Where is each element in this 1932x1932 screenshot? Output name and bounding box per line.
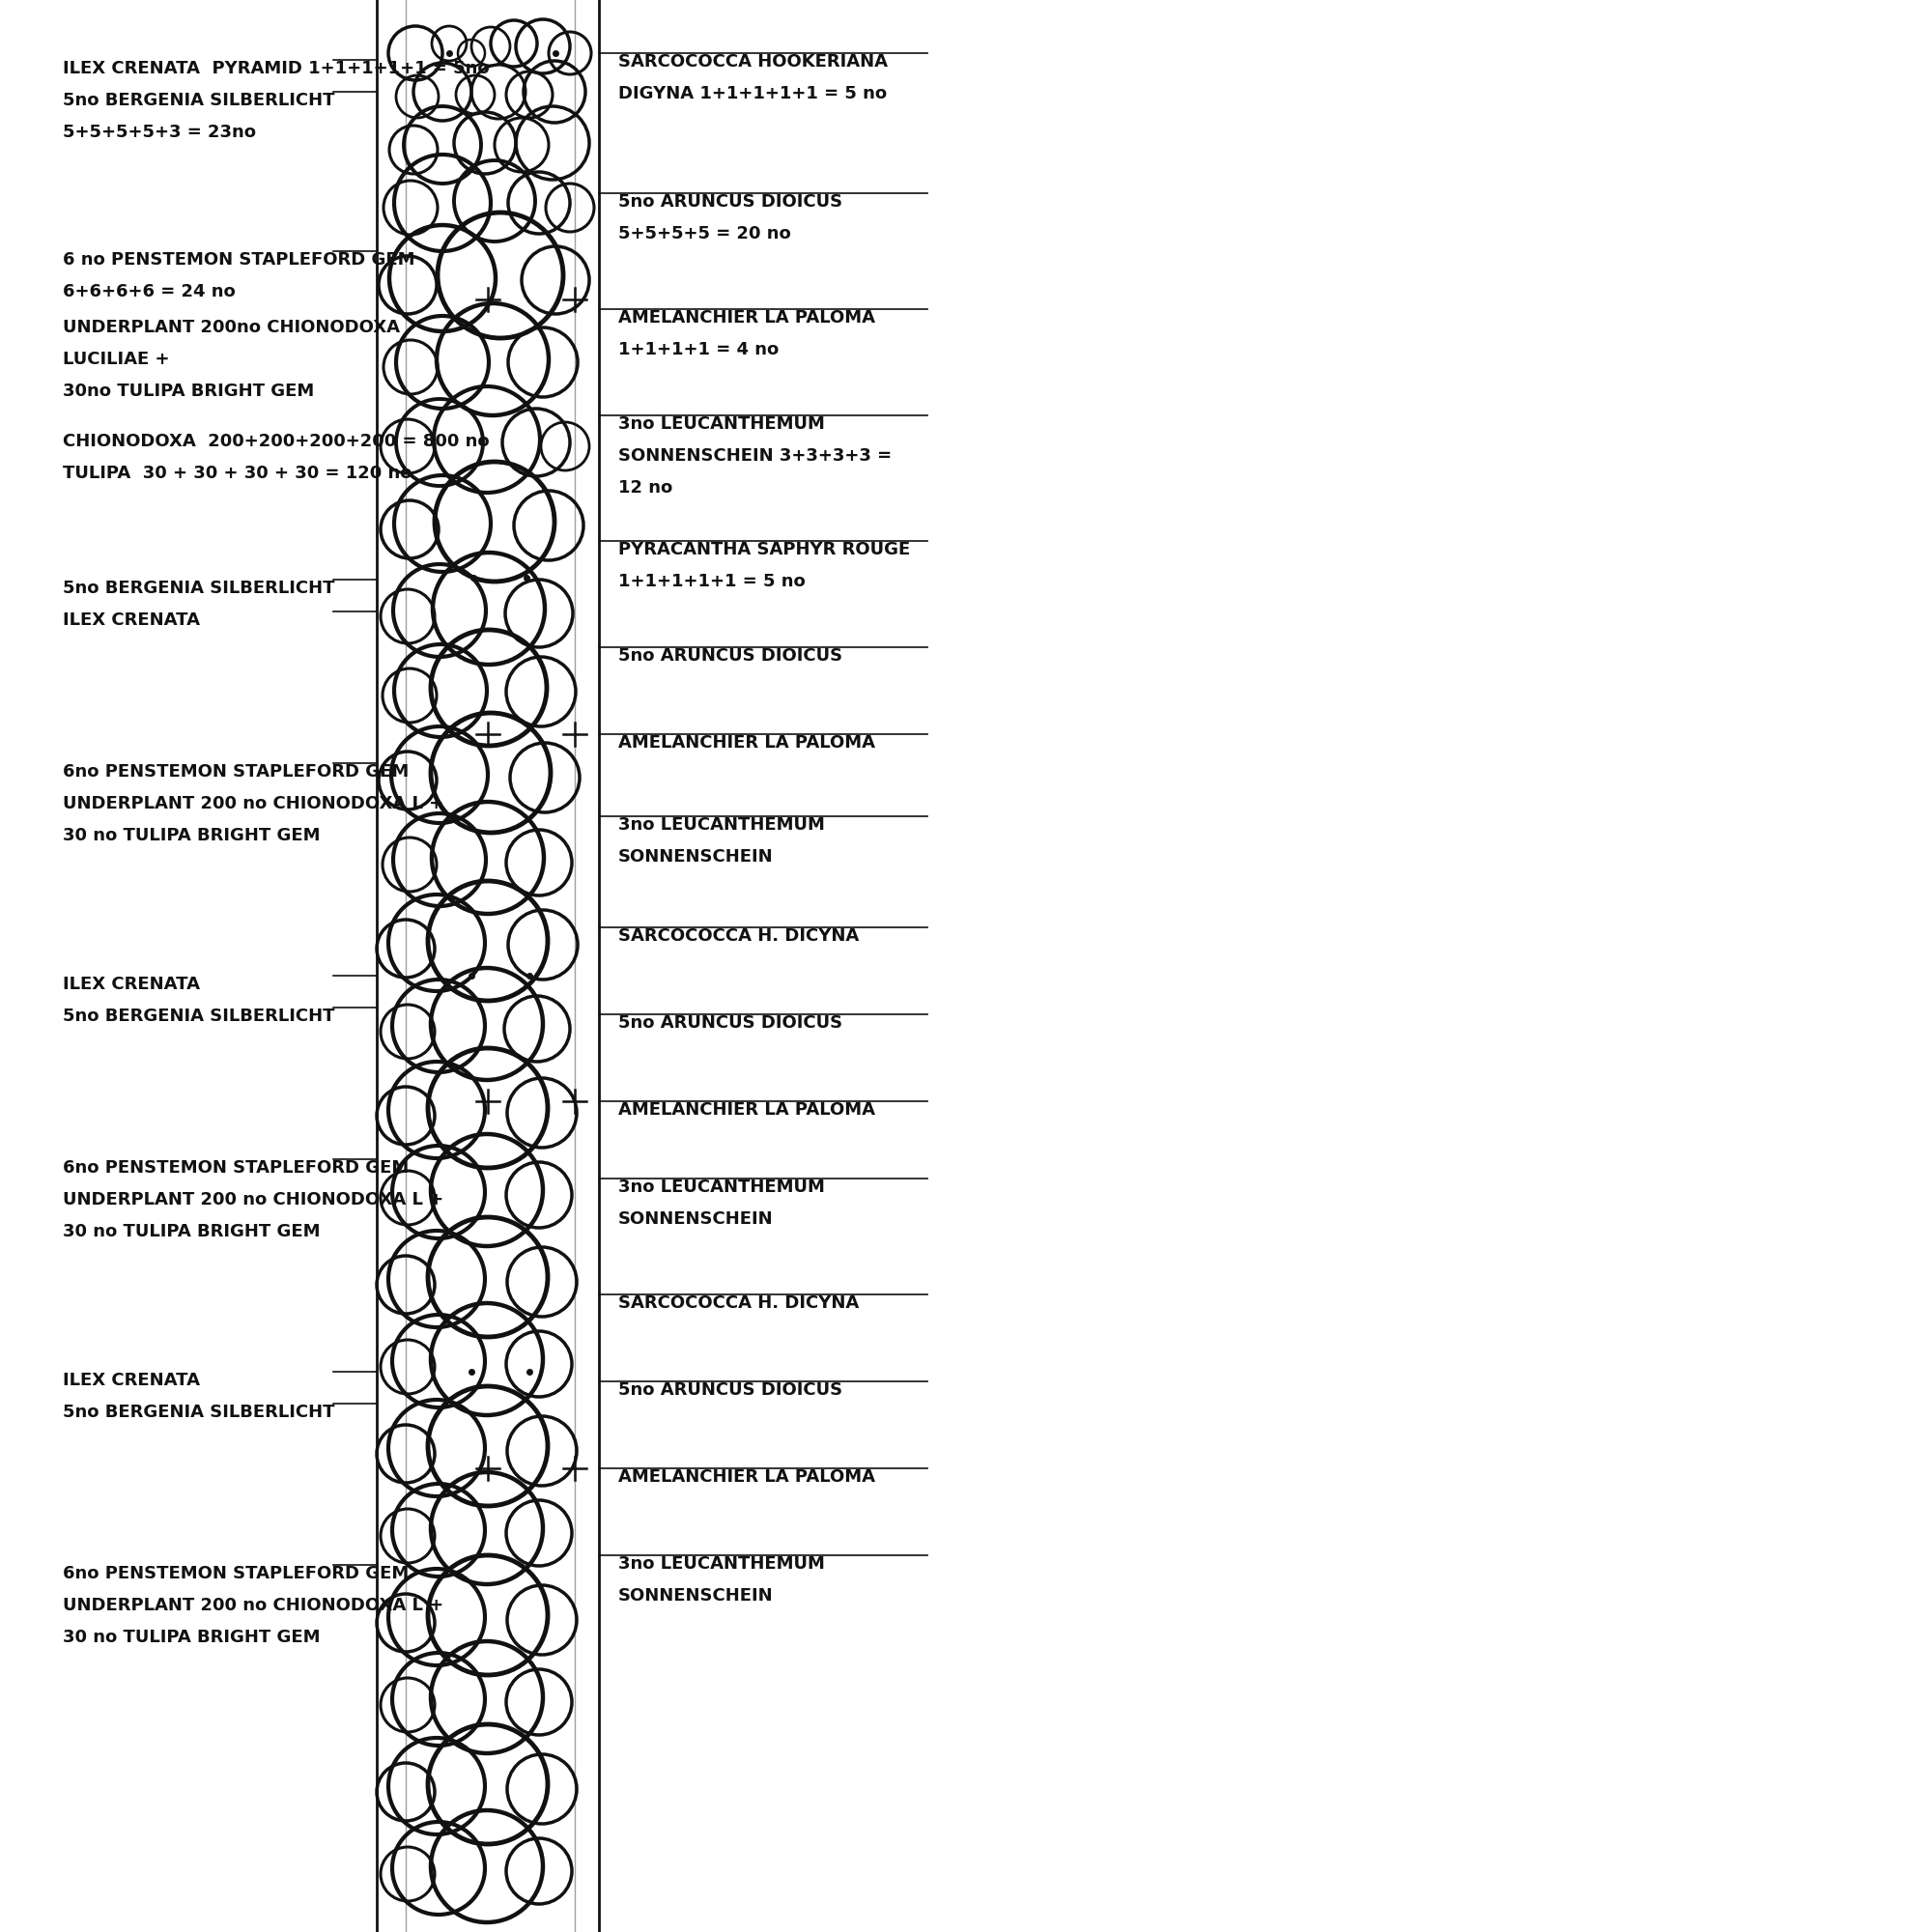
Text: TULIPA  30 + 30 + 30 + 30 = 120 no: TULIPA 30 + 30 + 30 + 30 = 120 no <box>62 464 412 481</box>
Text: 30no TULIPA BRIGHT GEM: 30no TULIPA BRIGHT GEM <box>62 383 315 400</box>
Text: 5no ARUNCUS DIOICUS: 5no ARUNCUS DIOICUS <box>618 1381 842 1399</box>
Text: 6no PENSTEMON STAPLEFORD GEM: 6no PENSTEMON STAPLEFORD GEM <box>62 763 410 781</box>
Text: 30 no TULIPA BRIGHT GEM: 30 no TULIPA BRIGHT GEM <box>62 1629 321 1646</box>
Text: UNDERPLANT 200 no CHIONODOXA L +: UNDERPLANT 200 no CHIONODOXA L + <box>62 796 444 811</box>
Text: SARCOCOCCA H. DICYNA: SARCOCOCCA H. DICYNA <box>618 1294 860 1312</box>
Text: ILEX CRENATA: ILEX CRENATA <box>62 611 201 630</box>
Text: SARCOCOCCA HOOKERIANA: SARCOCOCCA HOOKERIANA <box>618 52 889 70</box>
Text: 6no PENSTEMON STAPLEFORD GEM: 6no PENSTEMON STAPLEFORD GEM <box>62 1565 410 1582</box>
Text: 3no LEUCANTHEMUM: 3no LEUCANTHEMUM <box>618 1555 825 1573</box>
Text: 3no LEUCANTHEMUM: 3no LEUCANTHEMUM <box>618 815 825 835</box>
Text: DIGYNA 1+1+1+1+1 = 5 no: DIGYNA 1+1+1+1+1 = 5 no <box>618 85 887 102</box>
Text: SONNENSCHEIN 3+3+3+3 =: SONNENSCHEIN 3+3+3+3 = <box>618 448 893 464</box>
Text: UNDERPLANT 200no CHIONODOXA: UNDERPLANT 200no CHIONODOXA <box>62 319 400 336</box>
Text: SONNENSCHEIN: SONNENSCHEIN <box>618 1588 773 1604</box>
Text: ILEX CRENATA  PYRAMID 1+1+1+1+1 = 5no: ILEX CRENATA PYRAMID 1+1+1+1+1 = 5no <box>62 60 489 77</box>
Text: 5no BERGENIA SILBERLICHT: 5no BERGENIA SILBERLICHT <box>62 580 334 597</box>
Text: ILEX CRENATA: ILEX CRENATA <box>62 976 201 993</box>
Text: 5no ARUNCUS DIOICUS: 5no ARUNCUS DIOICUS <box>618 193 842 211</box>
Text: 6+6+6+6 = 24 no: 6+6+6+6 = 24 no <box>62 282 236 299</box>
Text: 5no BERGENIA SILBERLICHT: 5no BERGENIA SILBERLICHT <box>62 91 334 108</box>
Text: AMELANCHIER LA PALOMA: AMELANCHIER LA PALOMA <box>618 734 875 752</box>
Text: AMELANCHIER LA PALOMA: AMELANCHIER LA PALOMA <box>618 1101 875 1119</box>
Text: UNDERPLANT 200 no CHIONODOXA L +: UNDERPLANT 200 no CHIONODOXA L + <box>62 1596 444 1615</box>
Text: 3no LEUCANTHEMUM: 3no LEUCANTHEMUM <box>618 1179 825 1196</box>
Text: 30 no TULIPA BRIGHT GEM: 30 no TULIPA BRIGHT GEM <box>62 1223 321 1240</box>
Text: ILEX CRENATA: ILEX CRENATA <box>62 1372 201 1389</box>
Text: 5no BERGENIA SILBERLICHT: 5no BERGENIA SILBERLICHT <box>62 1403 334 1422</box>
Text: AMELANCHIER LA PALOMA: AMELANCHIER LA PALOMA <box>618 1468 875 1486</box>
Text: 5no ARUNCUS DIOICUS: 5no ARUNCUS DIOICUS <box>618 647 842 665</box>
Text: AMELANCHIER LA PALOMA: AMELANCHIER LA PALOMA <box>618 309 875 327</box>
Text: 5+5+5+5 = 20 no: 5+5+5+5 = 20 no <box>618 224 790 242</box>
Text: 6no PENSTEMON STAPLEFORD GEM: 6no PENSTEMON STAPLEFORD GEM <box>62 1159 410 1177</box>
Text: CHIONODOXA  200+200+200+200 = 800 no: CHIONODOXA 200+200+200+200 = 800 no <box>62 433 489 450</box>
Text: 5no ARUNCUS DIOICUS: 5no ARUNCUS DIOICUS <box>618 1014 842 1032</box>
Text: 12 no: 12 no <box>618 479 672 497</box>
Text: 1+1+1+1+1 = 5 no: 1+1+1+1+1 = 5 no <box>618 572 806 591</box>
Text: 5no BERGENIA SILBERLICHT: 5no BERGENIA SILBERLICHT <box>62 1009 334 1024</box>
Text: 30 no TULIPA BRIGHT GEM: 30 no TULIPA BRIGHT GEM <box>62 827 321 844</box>
Text: UNDERPLANT 200 no CHIONODOXA L +: UNDERPLANT 200 no CHIONODOXA L + <box>62 1190 444 1209</box>
Text: 5+5+5+5+3 = 23no: 5+5+5+5+3 = 23no <box>62 124 255 141</box>
Text: 6 no PENSTEMON STAPLEFORD GEM: 6 no PENSTEMON STAPLEFORD GEM <box>62 251 415 269</box>
Text: SONNENSCHEIN: SONNENSCHEIN <box>618 1209 773 1229</box>
Text: PYRACANTHA SAPHYR ROUGE: PYRACANTHA SAPHYR ROUGE <box>618 541 910 558</box>
Text: SONNENSCHEIN: SONNENSCHEIN <box>618 848 773 866</box>
Text: 1+1+1+1 = 4 no: 1+1+1+1 = 4 no <box>618 340 779 359</box>
Text: LUCILIAE +: LUCILIAE + <box>62 352 170 367</box>
Text: 3no LEUCANTHEMUM: 3no LEUCANTHEMUM <box>618 415 825 433</box>
Text: SARCOCOCCA H. DICYNA: SARCOCOCCA H. DICYNA <box>618 927 860 945</box>
